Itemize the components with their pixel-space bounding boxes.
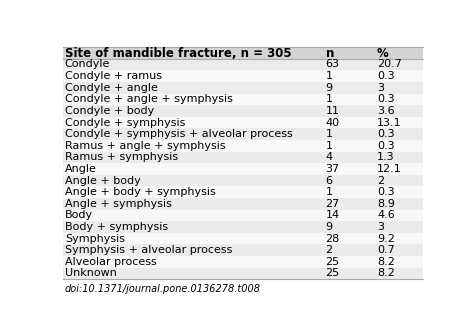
Bar <box>63 221 423 233</box>
Text: Angle + body: Angle + body <box>65 176 140 186</box>
Text: 25: 25 <box>326 257 340 267</box>
Text: 0.3: 0.3 <box>377 71 395 81</box>
Text: 8.2: 8.2 <box>377 257 395 267</box>
Bar <box>63 105 423 117</box>
Text: Condyle + symphysis + alveolar process: Condyle + symphysis + alveolar process <box>65 129 292 139</box>
Text: Body + symphysis: Body + symphysis <box>65 222 168 232</box>
Text: 4: 4 <box>326 152 333 163</box>
Bar <box>63 210 423 221</box>
Text: 14: 14 <box>326 211 340 220</box>
Text: 0.3: 0.3 <box>377 141 395 151</box>
Text: 9: 9 <box>326 222 333 232</box>
Bar <box>63 117 423 128</box>
Text: Body: Body <box>65 211 93 220</box>
Bar <box>63 198 423 210</box>
Text: 63: 63 <box>326 60 339 70</box>
Text: 27: 27 <box>326 199 340 209</box>
Bar <box>63 128 423 140</box>
Text: 1: 1 <box>326 141 333 151</box>
Text: Angle + symphysis: Angle + symphysis <box>65 199 172 209</box>
Bar <box>63 47 423 59</box>
Text: 3: 3 <box>377 222 384 232</box>
Text: Ramus + angle + symphysis: Ramus + angle + symphysis <box>65 141 225 151</box>
Bar <box>63 163 423 175</box>
Bar <box>63 256 423 268</box>
Text: 0.3: 0.3 <box>377 187 395 197</box>
Text: 12.1: 12.1 <box>377 164 402 174</box>
Text: doi:10.1371/journal.pone.0136278.t008: doi:10.1371/journal.pone.0136278.t008 <box>65 284 261 294</box>
Text: 2: 2 <box>326 245 333 255</box>
Text: 0.7: 0.7 <box>377 245 395 255</box>
Text: Condyle + body: Condyle + body <box>65 106 154 116</box>
Text: 2: 2 <box>377 176 384 186</box>
Bar <box>63 245 423 256</box>
Text: Ramus + symphysis: Ramus + symphysis <box>65 152 178 163</box>
Text: 40: 40 <box>326 118 340 127</box>
Bar <box>63 70 423 82</box>
Text: 0.3: 0.3 <box>377 94 395 104</box>
Bar <box>63 186 423 198</box>
Text: 11: 11 <box>326 106 339 116</box>
Bar <box>63 140 423 152</box>
Text: 8.9: 8.9 <box>377 199 395 209</box>
Text: %: % <box>377 47 389 60</box>
Text: Unknown: Unknown <box>65 268 117 278</box>
Bar <box>63 82 423 94</box>
Text: 1: 1 <box>326 71 333 81</box>
Text: Condyle + angle: Condyle + angle <box>65 83 158 93</box>
Text: 13.1: 13.1 <box>377 118 401 127</box>
Text: Condyle + ramus: Condyle + ramus <box>65 71 162 81</box>
Text: 6: 6 <box>326 176 333 186</box>
Text: 9: 9 <box>326 83 333 93</box>
Text: 28: 28 <box>326 234 340 244</box>
Text: Alveolar process: Alveolar process <box>65 257 156 267</box>
Text: 1: 1 <box>326 94 333 104</box>
Text: 4.6: 4.6 <box>377 211 395 220</box>
Text: 20.7: 20.7 <box>377 60 402 70</box>
Bar <box>63 94 423 105</box>
Text: Symphysis: Symphysis <box>65 234 125 244</box>
Text: Angle: Angle <box>65 164 97 174</box>
Text: 1.3: 1.3 <box>377 152 395 163</box>
Text: 1: 1 <box>326 187 333 197</box>
Text: 0.3: 0.3 <box>377 129 395 139</box>
Text: Site of mandible fracture, n = 305: Site of mandible fracture, n = 305 <box>65 47 292 60</box>
Text: 9.2: 9.2 <box>377 234 395 244</box>
Text: n: n <box>326 47 334 60</box>
Text: 3.6: 3.6 <box>377 106 395 116</box>
Bar <box>63 233 423 245</box>
Bar <box>63 152 423 163</box>
Text: 1: 1 <box>326 129 333 139</box>
Bar <box>63 175 423 186</box>
Text: Condyle + angle + symphysis: Condyle + angle + symphysis <box>65 94 233 104</box>
Text: Condyle + symphysis: Condyle + symphysis <box>65 118 185 127</box>
Text: 8.2: 8.2 <box>377 268 395 278</box>
Text: Condyle: Condyle <box>65 60 110 70</box>
Bar <box>63 268 423 279</box>
Bar <box>63 59 423 70</box>
Text: 37: 37 <box>326 164 340 174</box>
Text: Angle + body + symphysis: Angle + body + symphysis <box>65 187 216 197</box>
Text: 3: 3 <box>377 83 384 93</box>
Text: 25: 25 <box>326 268 340 278</box>
Text: Symphysis + alveolar process: Symphysis + alveolar process <box>65 245 232 255</box>
